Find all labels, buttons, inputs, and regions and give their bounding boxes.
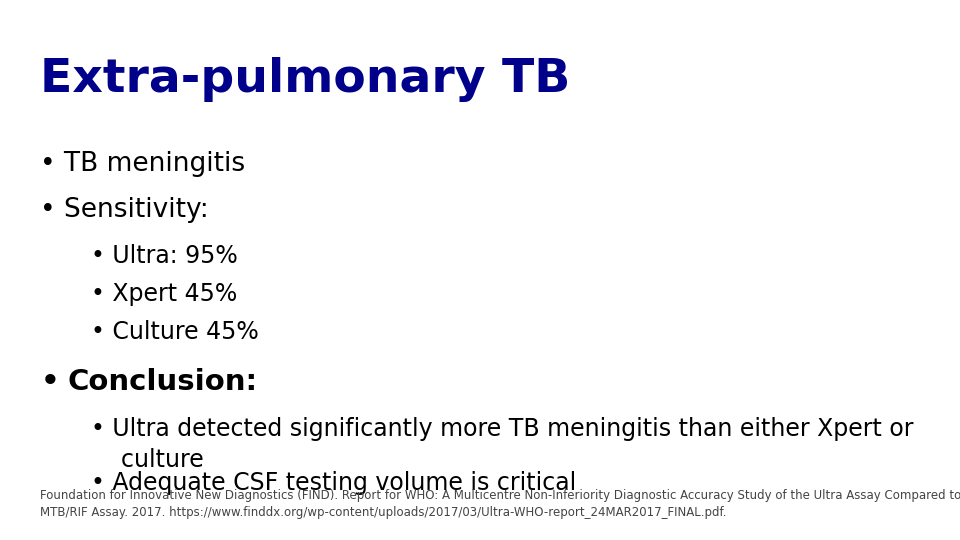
Text: Extra-pulmonary TB: Extra-pulmonary TB (40, 57, 570, 102)
Text: • Culture 45%: • Culture 45% (91, 320, 259, 343)
Text: Conclusion:: Conclusion: (67, 368, 257, 396)
Text: • Xpert 45%: • Xpert 45% (91, 282, 237, 306)
Text: • Ultra detected significantly more TB meningitis than either Xpert or
    cultu: • Ultra detected significantly more TB m… (91, 417, 914, 471)
Text: Foundation for Innovative New Diagnostics (FIND). Report for WHO: A Multicentre : Foundation for Innovative New Diagnostic… (40, 489, 960, 519)
Text: • Ultra: 95%: • Ultra: 95% (91, 244, 238, 268)
Text: • Sensitivity:: • Sensitivity: (40, 197, 209, 223)
Text: • TB meningitis: • TB meningitis (40, 151, 246, 177)
Text: •: • (40, 368, 60, 396)
Text: • Adequate CSF testing volume is critical: • Adequate CSF testing volume is critica… (91, 471, 576, 495)
